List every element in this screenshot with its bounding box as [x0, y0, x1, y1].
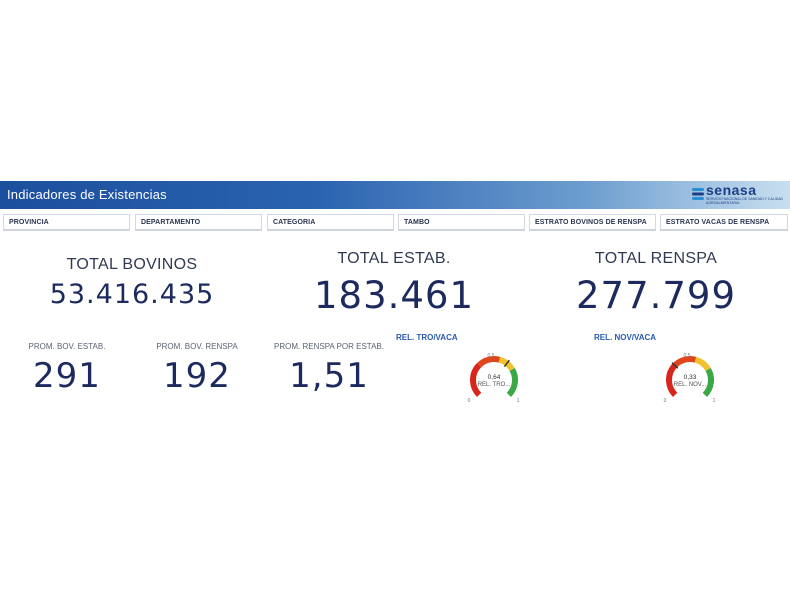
filter-provincia[interactable]: PROVINCIA	[3, 214, 130, 231]
gauge-sublabel: REL. NOV...	[674, 382, 707, 388]
gauge-arc-segment	[673, 356, 697, 368]
gauge-mid-label: 0,5	[684, 353, 691, 359]
gauge-max-label: 1	[517, 398, 520, 404]
header-bar: Indicadores de Existencias senasa SERVIC…	[0, 181, 790, 209]
total-bovinos-value: 53.416.435	[49, 279, 215, 310]
total-renspa-value: 277.799	[575, 274, 736, 317]
gauge-arc-segment	[470, 363, 482, 397]
prom-bov-renspa-label: PROM. BOV. RENSPA	[156, 342, 238, 351]
gauge-min-label: 0	[664, 398, 667, 404]
filter-tambo[interactable]: TAMBO	[398, 214, 525, 231]
filter-bar: PROVINCIA DEPARTAMENTO CATEGORIA TAMBO E…	[3, 214, 789, 232]
gauge-title-nov-vaca: REL. NOV/VACA	[594, 333, 657, 342]
gauge-arc-segment	[694, 356, 711, 372]
filter-categoria[interactable]: CATEGORIA	[267, 214, 394, 231]
total-renspa-label: TOTAL RENSPA	[594, 250, 718, 267]
gauge-min-label: 0	[468, 398, 471, 404]
gauge-arc-segment	[666, 363, 678, 397]
prom-bov-renspa-value: 192	[163, 356, 231, 396]
total-bovinos-label: TOTAL BOVINOS	[66, 256, 198, 273]
filter-estrato-bovinos[interactable]: ESTRATO BOVINOS DE RENSPA	[529, 214, 656, 231]
gauge-title-tro-vaca: REL. TRO/VACA	[396, 333, 458, 342]
logo-subtitle: SERVICIO NACIONAL DE SANIDAD Y CALIDAD A…	[706, 197, 784, 205]
total-estab-value: 183.461	[313, 274, 474, 317]
prom-renspa-estab-label: PROM. RENSPA POR ESTAB.	[274, 342, 384, 351]
gauge-arc-segment	[477, 356, 501, 368]
gauge-needle	[671, 362, 679, 369]
gauge-arc-segment	[702, 368, 714, 397]
logo-text: senasa	[706, 182, 757, 198]
total-estab-label: TOTAL ESTAB.	[337, 250, 451, 267]
gauge-value: 0,33	[684, 374, 697, 381]
gauge-value: 0,64	[488, 374, 501, 381]
prom-bov-estab-label: PROM. BOV. ESTAB.	[28, 342, 106, 351]
gauge-needle	[503, 359, 510, 368]
page-title: Indicadores de Existencias	[7, 187, 167, 202]
gauge-max-label: 1	[713, 398, 716, 404]
senasa-logo: senasa SERVICIO NACIONAL DE SANIDAD Y CA…	[692, 182, 784, 207]
filter-estrato-vacas[interactable]: ESTRATO VACAS DE RENSPA	[660, 214, 788, 231]
gauge-arc-segment	[506, 368, 518, 397]
gauge-mid-label: 0,5	[488, 353, 495, 359]
prom-renspa-estab-value: 1,51	[289, 356, 369, 396]
gauge-sublabel: REL. TRO...	[478, 382, 511, 388]
filter-departamento[interactable]: DEPARTAMENTO	[135, 214, 262, 231]
prom-bov-estab-value: 291	[33, 356, 101, 396]
senasa-logo-icon	[692, 188, 704, 200]
